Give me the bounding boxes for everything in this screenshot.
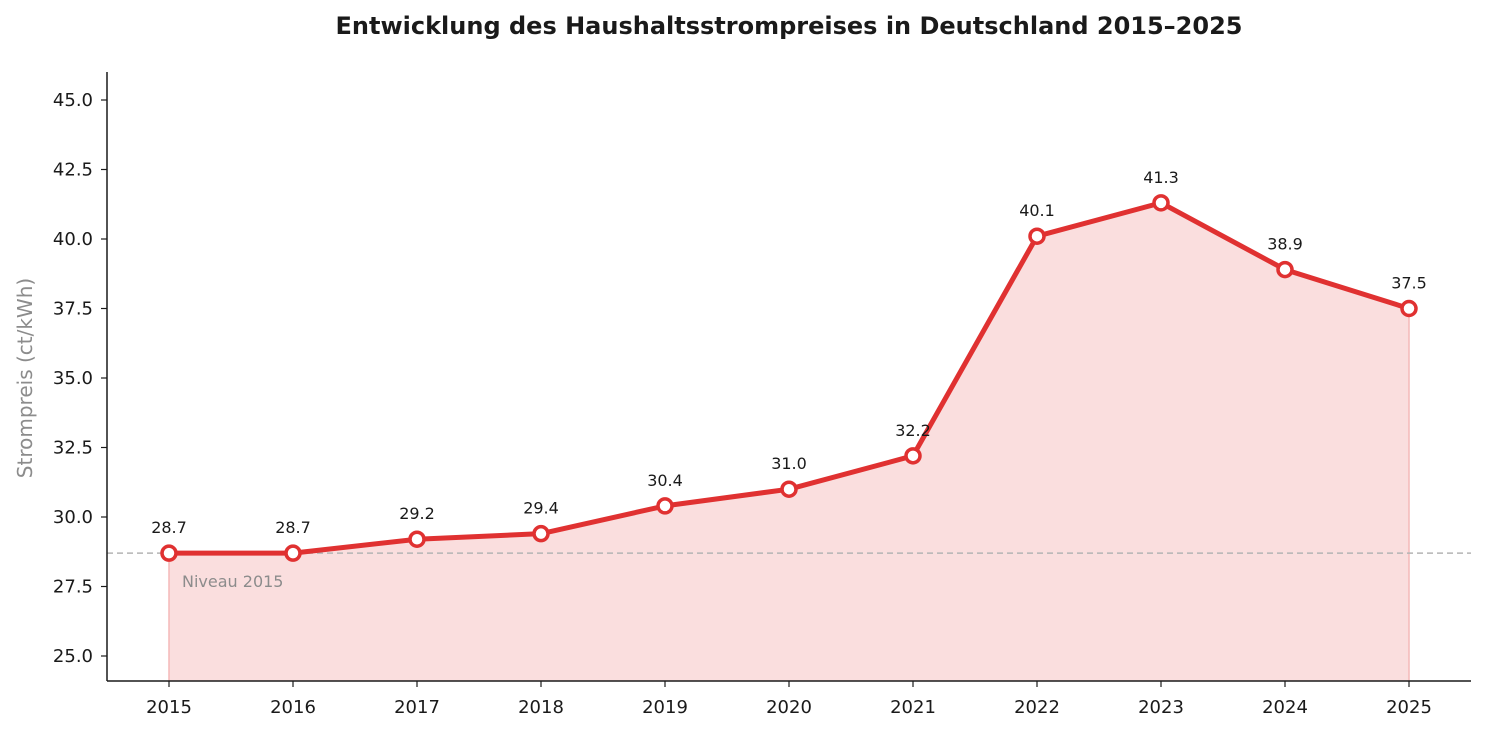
data-point (904, 447, 922, 465)
y-axis-label: Strompreis (ct/kWh) (13, 278, 37, 478)
y-tick-label: 30.0 (53, 507, 93, 528)
x-tick-label: 2022 (1014, 697, 1060, 718)
x-tick-label: 2023 (1138, 697, 1184, 718)
data-label: 29.2 (399, 504, 435, 523)
y-tick-label: 42.5 (53, 160, 93, 181)
x-tick-label: 2024 (1262, 697, 1308, 718)
data-point (1400, 299, 1418, 318)
data-label: 28.7 (151, 518, 187, 537)
data-point (1152, 194, 1170, 212)
y-tick-label: 45.0 (53, 90, 93, 111)
data-label: 31.0 (771, 454, 807, 473)
data-label: 29.4 (523, 499, 559, 518)
data-label: 28.7 (275, 518, 311, 537)
x-tick-label: 2015 (146, 697, 192, 718)
x-tick-label: 2019 (642, 697, 688, 718)
data-point (1028, 227, 1046, 245)
x-tick-label: 2025 (1386, 697, 1432, 718)
y-tick-label: 35.0 (53, 368, 93, 389)
x-tick-label: 2017 (394, 697, 440, 718)
data-label: 40.1 (1019, 201, 1055, 220)
data-point (532, 524, 550, 543)
x-tick-label: 2021 (890, 697, 936, 718)
y-tick-label: 32.5 (53, 438, 93, 459)
data-label: 41.3 (1143, 168, 1179, 187)
data-point (656, 497, 674, 515)
data-point (408, 530, 426, 548)
data-label: 38.9 (1267, 235, 1303, 254)
y-tick-label: 25.0 (53, 646, 93, 667)
y-tick-label: 27.5 (53, 577, 93, 598)
y-tick-label: 37.5 (53, 299, 93, 320)
data-label: 30.4 (647, 471, 683, 490)
data-label: 32.2 (895, 421, 931, 440)
data-point (1276, 260, 1294, 279)
data-point (780, 480, 798, 498)
data-point (160, 544, 178, 562)
area-fill (169, 202, 1409, 682)
data-label: 37.5 (1391, 274, 1427, 293)
y-tick-label: 40.0 (53, 229, 93, 250)
x-tick-label: 2016 (270, 697, 316, 718)
plot-area: Niveau 2015 25.0 27.5 30.0 32.5 35.0 37.5 40.0 4… (53, 72, 1471, 718)
chart-title: Entwicklung des Haushaltsstrompreises in… (336, 12, 1243, 40)
x-tick-label: 2020 (766, 697, 812, 718)
reference-line-label: Niveau 2015 (182, 572, 283, 591)
data-point (284, 544, 302, 562)
x-tick-label: 2018 (518, 697, 564, 718)
